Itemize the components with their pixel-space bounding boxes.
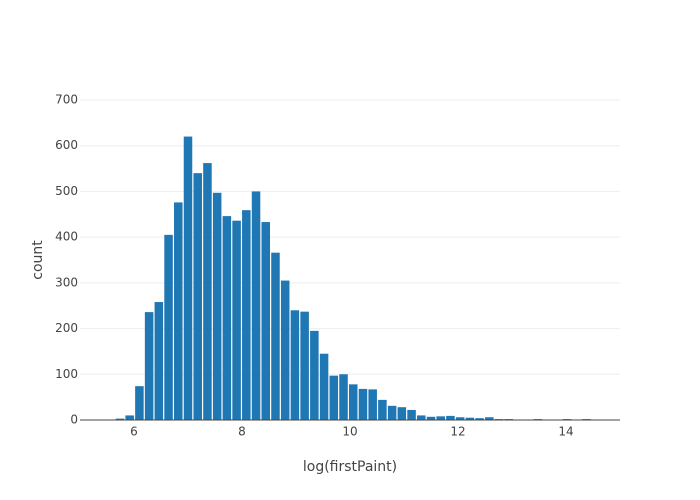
bar xyxy=(378,399,387,420)
bar xyxy=(455,417,465,420)
bar xyxy=(154,302,164,420)
bar xyxy=(485,417,494,420)
x-tick-label: 10 xyxy=(342,425,357,439)
bar xyxy=(144,312,154,420)
y-axis-title: count xyxy=(30,240,46,280)
bar xyxy=(319,353,329,420)
bar xyxy=(417,415,426,420)
bar xyxy=(280,280,290,420)
bar xyxy=(387,405,397,420)
bar xyxy=(348,384,358,420)
bar xyxy=(125,415,134,420)
bar xyxy=(475,418,484,420)
bar xyxy=(261,222,271,420)
bar xyxy=(368,389,377,420)
bar xyxy=(203,163,212,421)
y-tick-label: 0 xyxy=(70,413,78,427)
bar xyxy=(174,202,183,420)
bar xyxy=(426,416,436,420)
y-tick-label: 500 xyxy=(55,184,78,198)
bar xyxy=(436,416,445,420)
x-axis-title: log(firstPaint) xyxy=(303,459,397,475)
x-tick-label: 12 xyxy=(450,425,465,439)
x-tick-label: 6 xyxy=(130,425,138,439)
bar xyxy=(310,330,319,420)
bar xyxy=(135,386,144,420)
bar xyxy=(290,310,300,420)
bar xyxy=(446,415,455,420)
x-tick-label: 8 xyxy=(238,425,246,439)
bar xyxy=(232,220,241,420)
bar xyxy=(222,216,232,420)
y-tick-label: 600 xyxy=(55,138,78,152)
bar xyxy=(407,409,416,420)
bar xyxy=(358,388,368,420)
bar xyxy=(339,374,348,420)
bar xyxy=(397,407,407,420)
bar xyxy=(329,375,339,420)
bar xyxy=(193,173,202,420)
y-tick-label: 400 xyxy=(55,230,78,244)
bar xyxy=(465,417,475,420)
bar xyxy=(251,191,261,420)
y-tick-label: 200 xyxy=(55,321,78,335)
x-tick-label: 14 xyxy=(558,425,573,439)
bar xyxy=(271,252,280,420)
bar xyxy=(300,311,309,420)
bar xyxy=(115,418,125,420)
bar xyxy=(242,210,251,420)
y-tick-label: 300 xyxy=(55,275,78,289)
y-tick-label: 700 xyxy=(55,93,78,107)
bar xyxy=(212,192,222,420)
bar xyxy=(183,136,193,421)
bar xyxy=(164,234,173,420)
y-tick-label: 100 xyxy=(55,367,78,381)
